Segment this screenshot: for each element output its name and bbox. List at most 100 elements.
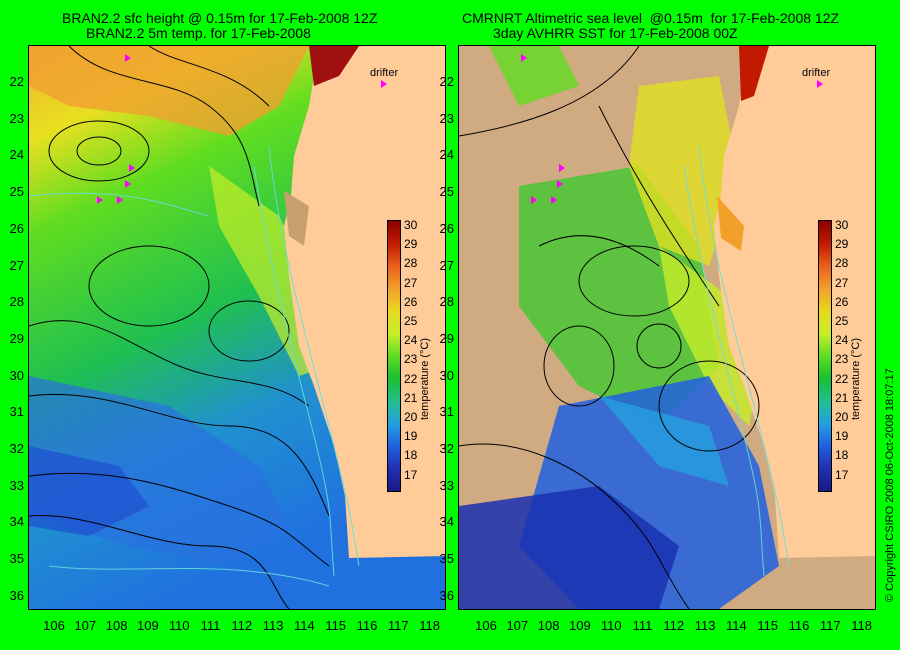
- lon-tick: 113: [262, 618, 284, 633]
- colorbar-tick: 27: [835, 275, 849, 290]
- colorbar-tick: 28: [835, 256, 849, 271]
- lat-tick: 30: [439, 367, 454, 383]
- colorbar-tick: 24: [835, 333, 849, 348]
- colorbar-tick: 17: [404, 467, 418, 482]
- colorbar-tick: 26: [835, 294, 849, 309]
- lon-tick: 107: [74, 618, 97, 633]
- colorbar-tick: 25: [404, 314, 418, 328]
- lat-tick: 22: [439, 74, 454, 89]
- colorbar-tick: 20: [835, 410, 849, 424]
- lat-tick: 23: [439, 110, 454, 126]
- lon-tick: 109: [569, 618, 591, 633]
- colorbar-tick: 23: [835, 352, 849, 367]
- lon-tick: 111: [200, 618, 221, 633]
- colorbar-tick: 27: [404, 275, 418, 290]
- lat-tick: 24: [9, 147, 24, 163]
- lat-tick: 27: [439, 257, 454, 273]
- colorbar-right: [818, 220, 832, 492]
- lat-tick: 33: [439, 477, 454, 493]
- lat-tick: 36: [439, 587, 454, 603]
- lon-tick: 107: [506, 618, 529, 633]
- colorbar-tick: 30: [835, 218, 849, 232]
- lon-tick: 109: [137, 618, 159, 633]
- map-panel-left[interactable]: [28, 45, 446, 610]
- colorbar-tick: 22: [835, 371, 849, 386]
- colorbar-tick: 17: [835, 467, 849, 482]
- colorbar-tick: 25: [835, 314, 849, 328]
- colorbar-left: [387, 220, 401, 492]
- lat-tick: 34: [439, 514, 454, 530]
- lat-tick: 29: [9, 330, 24, 346]
- land-australia: [284, 46, 445, 558]
- colorbar-tick: 30: [404, 218, 418, 232]
- lon-tick: 114: [294, 618, 315, 633]
- lat-tick: 25: [9, 184, 24, 200]
- right-title-line2: 3day AVHRR SST for 17-Feb-2008 00Z: [493, 25, 738, 41]
- lat-tick: 24: [439, 147, 454, 163]
- right-title-line1: CMRNRT Altimetric sea level @0.15m for 1…: [462, 10, 840, 26]
- lon-tick: 108: [537, 618, 560, 633]
- lon-tick: 117: [819, 618, 841, 633]
- colorbar-tick: 29: [835, 237, 849, 252]
- colorbar-tick: 24: [404, 333, 418, 348]
- colorbar-tick: 29: [404, 237, 418, 252]
- colorbar-tick: 28: [404, 256, 418, 271]
- lat-tick: 36: [9, 587, 24, 603]
- map-left-svg: [29, 46, 445, 609]
- lat-tick: 26: [9, 220, 24, 236]
- lon-tick: 111: [632, 618, 653, 633]
- lon-tick: 112: [663, 618, 685, 633]
- lon-tick: 110: [168, 618, 190, 633]
- copyright-notice: © Copyright CSIRO 2008 06-Oct-2008 18:07…: [884, 368, 896, 602]
- lon-tick: 106: [43, 618, 65, 633]
- colorbar-tick: 21: [835, 390, 849, 405]
- lat-tick: 26: [439, 220, 454, 236]
- lat-tick: 34: [9, 514, 24, 530]
- lon-tick: 117: [387, 618, 409, 633]
- lon-tick: 115: [325, 618, 347, 633]
- lat-tick: 35: [439, 551, 454, 567]
- lat-tick: 31: [9, 404, 24, 420]
- colorbar-tick: 21: [404, 390, 418, 405]
- lon-tick: 118: [419, 618, 440, 633]
- lat-tick: 27: [9, 257, 24, 273]
- map-right-svg: [459, 46, 875, 609]
- lat-tick: 32: [9, 441, 24, 456]
- colorbar-tick: 26: [404, 294, 418, 309]
- colorbar-tick: 19: [404, 429, 418, 444]
- lat-tick: 30: [9, 367, 24, 383]
- land-australia-right: [714, 46, 875, 558]
- lon-tick: 110: [600, 618, 622, 633]
- lon-tick: 112: [231, 618, 253, 633]
- lon-tick: 106: [475, 618, 497, 633]
- colorbar-tick: 18: [404, 448, 418, 463]
- lon-tick: 116: [788, 618, 810, 633]
- lon-tick: 116: [356, 618, 378, 633]
- lat-tick: 28: [9, 294, 24, 310]
- lat-tick: 23: [9, 110, 24, 126]
- lat-tick: 32: [439, 441, 454, 456]
- colorbar-tick: 22: [404, 371, 418, 386]
- lat-tick: 33: [9, 477, 24, 493]
- colorbar-tick: 19: [835, 429, 849, 444]
- lat-tick: 22: [9, 74, 24, 89]
- left-title-line2: BRAN2.2 5m temp. for 17-Feb-2008: [86, 25, 311, 41]
- colorbar-label-left: temperature (°C): [419, 337, 431, 420]
- lat-tick: 28: [439, 294, 454, 310]
- lat-tick: 29: [439, 330, 454, 346]
- lon-tick: 113: [694, 618, 716, 633]
- colorbar-label-right: temperature (°C): [850, 337, 862, 420]
- map-panel-right[interactable]: [458, 45, 876, 610]
- lon-tick: 115: [757, 618, 779, 633]
- lat-tick: 31: [439, 404, 454, 420]
- lat-tick: 35: [9, 551, 24, 567]
- lon-tick: 118: [851, 618, 872, 633]
- lon-tick: 114: [726, 618, 747, 633]
- lat-tick: 25: [439, 184, 454, 200]
- colorbar-tick: 20: [404, 410, 418, 424]
- drifter-label-right: drifter: [802, 67, 831, 79]
- drifter-label-left: drifter: [370, 67, 399, 79]
- lon-tick: 108: [105, 618, 128, 633]
- colorbar-tick: 23: [404, 352, 418, 367]
- colorbar-tick: 18: [835, 448, 849, 463]
